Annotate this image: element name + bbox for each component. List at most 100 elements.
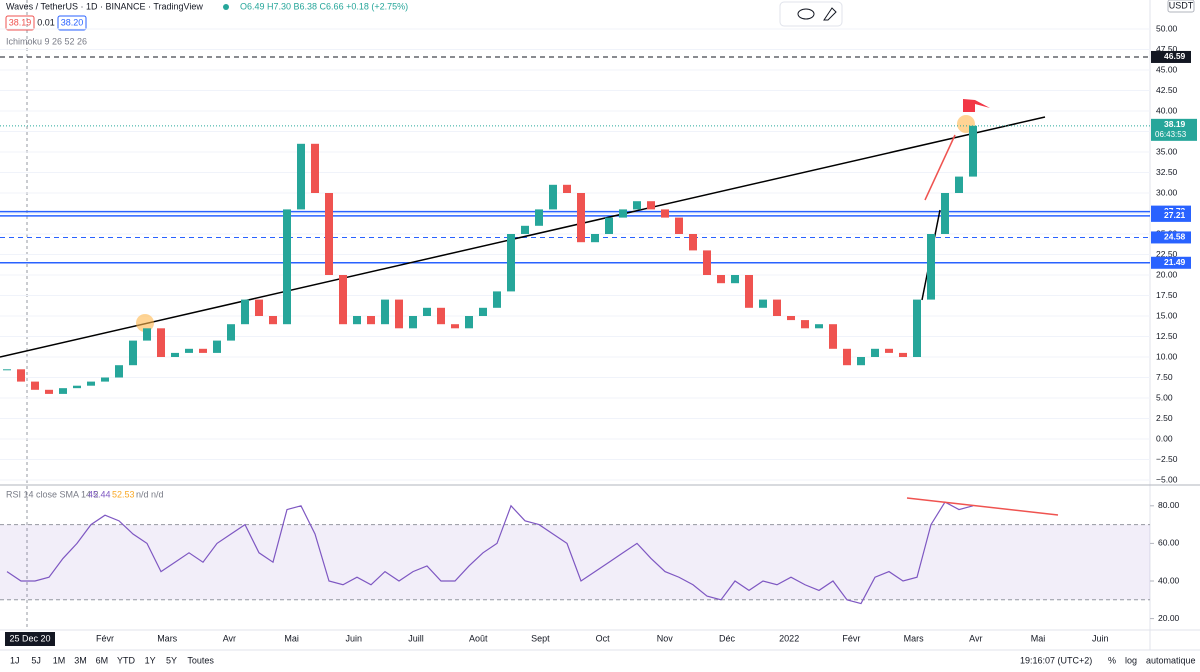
rsi-value: 45.44 [88,489,111,499]
candle [101,377,109,382]
percent-toggle[interactable]: % [1108,655,1116,665]
range-button[interactable]: Toutes [187,655,214,665]
range-button[interactable]: 5J [31,655,41,665]
y-tick-label: 45.00 [1156,64,1178,74]
currency-box[interactable] [1167,0,1195,13]
candle [353,316,361,325]
candle [521,225,529,234]
candle [913,299,921,357]
candle [17,369,25,382]
candle [59,388,67,394]
candle [367,316,375,325]
status-dot [223,4,229,10]
range-button[interactable]: 1Y [145,655,156,665]
candle [955,176,963,193]
annotation [924,134,956,201]
candle [605,217,613,234]
sell-box[interactable] [5,15,35,31]
candle [269,316,277,325]
candle [689,234,697,251]
candle [591,234,599,243]
y-tick-label: 15.00 [1156,310,1178,320]
last-tag [1151,118,1197,141]
candle [899,352,907,357]
log-toggle[interactable]: log [1125,655,1137,665]
candle [311,143,319,193]
candle [773,299,781,316]
candle [969,125,977,177]
candle [787,316,795,321]
candle [73,385,81,389]
y-tick-label: 30.00 [1156,187,1178,197]
candle [451,324,459,329]
time-label: Nov [657,633,674,643]
candle [339,275,347,325]
y-tick-label: 32.50 [1156,167,1178,177]
buy-price[interactable]: 38.20 [61,17,84,27]
candle [871,348,879,357]
candle [815,324,823,329]
clock: 19:16:07 (UTC+2) [1020,655,1092,665]
rsi-tick-label: 80.00 [1158,500,1180,510]
auto-toggle[interactable]: automatique [1146,655,1196,665]
level-tag [1151,256,1191,269]
range-button[interactable]: 3M [74,655,87,665]
y-tick-label: 7.50 [1156,372,1173,382]
time-label: Avr [223,633,236,643]
indicator-label: Ichimoku 9 26 52 26 [6,36,87,46]
rsi-extra: n/d n/d [136,489,164,499]
y-tick-label: 20.00 [1156,269,1178,279]
candle [213,340,221,353]
level-tag [1151,50,1191,63]
range-button[interactable]: 1M [53,655,66,665]
tool-icon[interactable] [823,7,837,21]
candle [3,369,11,371]
candle [731,275,739,284]
candle [717,275,725,284]
range-button[interactable]: 5Y [166,655,177,665]
time-label: Juin [346,633,363,643]
candle [535,209,543,226]
rsi-tick-label: 60.00 [1158,538,1180,548]
candle [423,307,431,316]
ohlc: O6.49 H7.30 B6.38 C6.66 +0.18 (+2.75%) [240,1,408,11]
range-button[interactable]: 6M [96,655,109,665]
sell-price[interactable]: 38.19 [9,17,32,27]
level-label: 27.21 [1164,210,1186,220]
y-tick-label: 12.50 [1156,331,1178,341]
y-tick-label: 50.00 [1156,23,1178,33]
candle [115,365,123,378]
candle [31,381,39,390]
candle [479,307,487,316]
candle [255,299,263,316]
y-tick-label: 5.00 [1156,392,1173,402]
time-label: Mars [904,633,924,643]
y-tick-label: 2.50 [1156,413,1173,423]
candle [241,299,249,325]
rsi-line [6,501,974,605]
candle [227,324,235,341]
level-label: 24.58 [1164,232,1186,242]
time-tag [5,632,55,646]
candle [157,328,165,357]
candle [409,316,417,329]
range-button[interactable]: 1J [10,655,20,665]
time-label: Févr [842,633,860,643]
time-label: 25 Dec 20 [9,633,50,643]
y-tick-label: 35.00 [1156,146,1178,156]
highlight [136,314,154,332]
range-button[interactable]: YTD [117,655,136,665]
drawing-toolbar[interactable] [779,1,843,27]
y-tick-label: −2.50 [1156,454,1178,464]
buy-box[interactable] [57,15,87,31]
candle [885,348,893,353]
currency[interactable]: USDT [1169,0,1194,10]
candle [87,381,95,386]
rsi-tick-label: 20.00 [1158,613,1180,623]
candle [745,275,753,308]
candle [549,184,557,210]
spread: 0.01 [37,17,55,27]
tool-icon[interactable] [797,8,815,20]
time-label: Juin [1092,633,1109,643]
y-tick-label: −5.00 [1156,474,1178,484]
